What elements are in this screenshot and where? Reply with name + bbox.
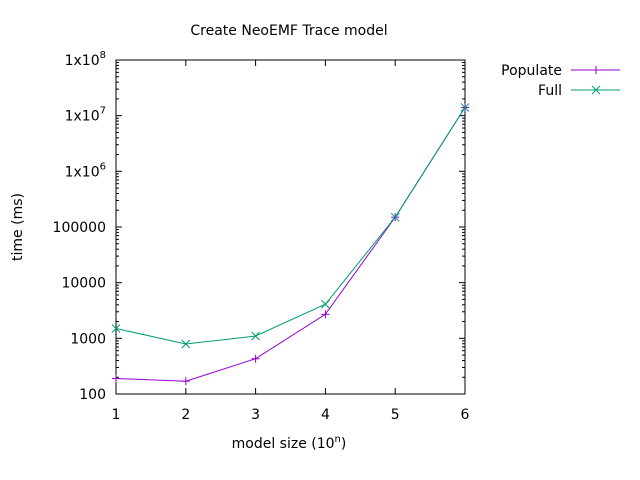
y-axis-title: time (ms) xyxy=(10,193,26,261)
x-axis: 1 2 3 4 5 6 xyxy=(112,60,470,423)
y-tick-label: 1x108 xyxy=(65,50,106,69)
chart-title: Create NeoEMF Trace model xyxy=(190,23,387,39)
data-point-populate xyxy=(181,377,190,386)
y-tick-label: 100000 xyxy=(53,220,106,236)
legend-label-populate: Populate xyxy=(501,63,562,79)
x-tick-label: 2 xyxy=(181,407,190,423)
data-point-full xyxy=(390,212,400,222)
data-point-populate xyxy=(321,310,330,319)
y-tick-label: 10000 xyxy=(61,276,106,292)
data-point-full xyxy=(181,339,191,349)
y-tick-label: 1x106 xyxy=(65,161,106,180)
data-point-populate xyxy=(112,374,120,383)
data-point-full xyxy=(460,103,470,112)
series-layer xyxy=(111,103,470,386)
data-point-full xyxy=(321,299,330,309)
plot-area-frame xyxy=(115,59,466,395)
x-axis-title-exponent: n xyxy=(335,434,341,445)
y-tick-label: 100 xyxy=(79,387,106,403)
series-line-full xyxy=(115,107,466,345)
data-point-full xyxy=(111,324,121,333)
y-tick-label: 1000 xyxy=(70,331,106,347)
x-tick-label: 6 xyxy=(461,407,470,423)
legend-marker-populate xyxy=(592,66,600,74)
data-point-populate xyxy=(251,354,260,363)
x-tick-label: 3 xyxy=(251,407,260,423)
x-tick-label: 4 xyxy=(321,407,330,423)
x-axis-title-suffix: ) xyxy=(341,436,346,452)
x-axis-title: model size (10n) xyxy=(232,434,347,452)
legend: Populate Full xyxy=(501,63,620,99)
y-axis: 100 1000 10000 100000 1x106 1x107 1x108 xyxy=(53,50,465,403)
x-tick-label: 1 xyxy=(112,407,121,423)
y-tick-label: 1x107 xyxy=(65,106,106,125)
x-axis-title-base: model size (10 xyxy=(232,436,335,452)
legend-label-full: Full xyxy=(538,83,562,99)
data-point-full xyxy=(251,331,260,341)
x-tick-label: 5 xyxy=(391,407,400,423)
legend-marker-full xyxy=(591,85,601,95)
